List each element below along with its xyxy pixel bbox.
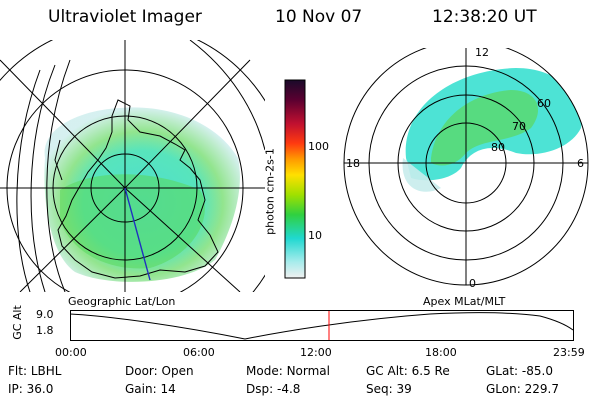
x-tick-0600: 06:00 [183, 346, 215, 359]
polar-mlt-plot [343, 48, 589, 286]
coastline [57, 99, 219, 279]
date-label: 10 Nov 07 [275, 7, 363, 27]
instrument-title: Ultraviolet Imager [48, 7, 202, 27]
door-label: Door: Open [125, 364, 194, 378]
y-tick-9: 9.0 [36, 308, 54, 321]
altitude-curve [70, 312, 574, 340]
geographic-caption: Geographic Lat/Lon [68, 295, 176, 308]
mode-label: Mode: Normal [246, 364, 330, 378]
dsp-label: Dsp: -4.8 [246, 382, 301, 396]
colorbar-tick-10: 10 [308, 229, 322, 242]
geographic-map-panel [0, 40, 265, 292]
mlt-label-18: 18 [346, 157, 360, 170]
gain-label: Gain: 14 [125, 382, 176, 396]
time-label: 12:38:20 UT [432, 7, 537, 27]
glon-label: GLon: 229.7 [486, 382, 559, 396]
glat-label: GLat: -85.0 [486, 364, 553, 378]
x-tick-0000: 00:00 [55, 346, 87, 359]
mlt-label-6: 6 [577, 157, 584, 170]
mlt-label-0: 0 [469, 277, 476, 290]
gc-alt-axis-label: GC Alt [10, 305, 24, 340]
mlt-label-12: 12 [475, 46, 489, 59]
x-tick-2359: 23:59 [553, 346, 585, 359]
lat-label-60: 60 [537, 97, 551, 110]
colorbar [284, 79, 306, 279]
colorbar-label: photon cm-2s-1 [263, 148, 277, 235]
x-tick-1800: 18:00 [425, 346, 457, 359]
y-tick-1-8: 1.8 [36, 324, 54, 337]
apex-caption: Apex MLat/MLT [423, 295, 506, 308]
lat-label-80: 80 [491, 141, 505, 154]
altitude-timeline [70, 310, 574, 341]
flt-label: Flt: LBHL [8, 364, 62, 378]
colorbar-tick-100: 100 [308, 140, 329, 153]
lat-label-70: 70 [512, 120, 526, 133]
gc-alt-label: GC Alt: 6.5 Re [366, 364, 450, 378]
ip-label: IP: 36.0 [8, 382, 54, 396]
x-tick-1200: 12:00 [300, 346, 332, 359]
seq-label: Seq: 39 [366, 382, 412, 396]
